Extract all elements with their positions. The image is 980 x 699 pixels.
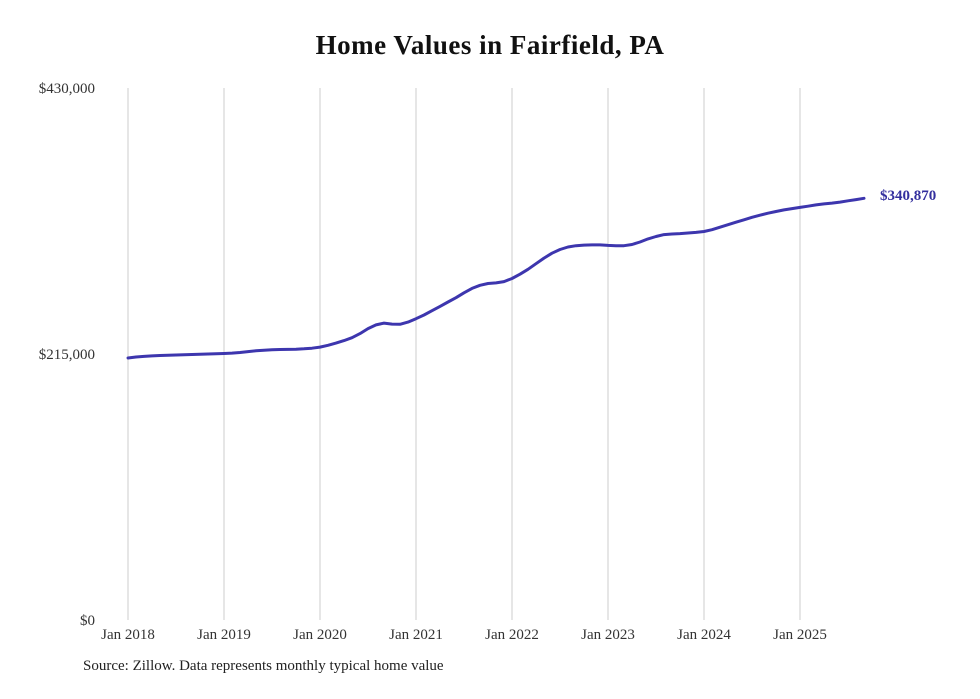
x-axis-tick-label: Jan 2025 (773, 627, 827, 643)
y-axis-tick-label: $215,000 (39, 347, 95, 363)
x-axis-tick-label: Jan 2019 (197, 627, 251, 643)
x-axis-tick-label: Jan 2021 (389, 627, 443, 643)
x-axis-tick-label: Jan 2023 (581, 627, 635, 643)
home-value-line (126, 196, 866, 360)
chart-title: Home Values in Fairfield, PA (315, 30, 665, 60)
y-axis-tick-label: $430,000 (39, 81, 95, 97)
x-axis-tick-label: Jan 2020 (293, 627, 347, 643)
y-axis-tick-label: $0 (80, 613, 95, 629)
x-axis-tick-label: Jan 2018 (101, 627, 155, 643)
x-axis-tick-label: Jan 2024 (677, 627, 731, 643)
x-axis-tick-label: Jan 2022 (485, 627, 539, 643)
source-note: Source: Zillow. Data represents monthly … (83, 658, 444, 674)
end-value-label: $340,870 (880, 188, 937, 205)
